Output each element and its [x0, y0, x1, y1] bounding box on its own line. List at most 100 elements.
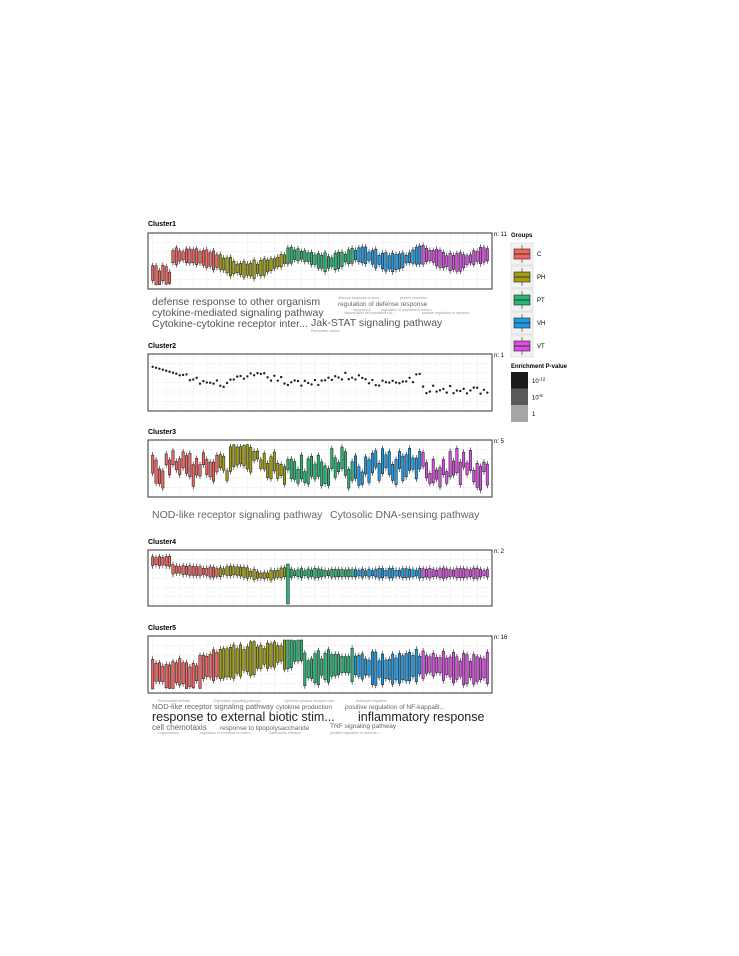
box: [205, 567, 209, 576]
pvalue-exponent: -6: [539, 393, 543, 398]
box: [485, 651, 489, 684]
n-label: n: 2: [494, 549, 505, 555]
box: [340, 446, 344, 469]
box: [472, 250, 476, 265]
box: [174, 247, 178, 265]
box: [154, 265, 158, 286]
go-term: Pancreatic cancer: [311, 329, 341, 333]
box: [455, 448, 459, 473]
box: [262, 258, 266, 276]
box: [414, 570, 418, 577]
data-point: [381, 379, 384, 382]
box: [401, 568, 405, 579]
legend-group-key: VT: [510, 334, 545, 358]
box: [306, 568, 310, 578]
box: [401, 655, 405, 681]
box: [360, 471, 364, 485]
data-point: [246, 375, 249, 378]
box: [313, 463, 317, 480]
box: [357, 466, 361, 486]
box-outlier: [286, 563, 290, 605]
box: [320, 255, 324, 269]
box: [276, 570, 280, 578]
box: [178, 566, 182, 574]
go-term: cytokine-mediated signaling pathway: [152, 307, 324, 319]
data-point: [371, 378, 374, 382]
data-point: [293, 379, 296, 382]
box: [168, 664, 172, 689]
box: [225, 648, 229, 678]
box: [256, 571, 259, 579]
box: [245, 646, 249, 673]
box: [479, 466, 483, 491]
box: [452, 652, 455, 684]
box: [249, 447, 253, 473]
box: [458, 461, 462, 485]
box: [256, 263, 259, 274]
box: [472, 567, 476, 579]
box: [232, 644, 236, 679]
box: [468, 450, 472, 471]
box: [391, 568, 395, 579]
box: [404, 653, 408, 682]
box: [367, 251, 371, 261]
box: [293, 640, 297, 662]
pvalue-swatch: [511, 372, 528, 389]
box: [455, 656, 459, 680]
box: [191, 663, 195, 689]
box: [458, 252, 462, 272]
data-point: [479, 392, 482, 395]
box: [259, 572, 263, 579]
box: [418, 655, 422, 675]
box: [222, 568, 226, 575]
data-point: [475, 386, 479, 389]
box: [316, 253, 320, 269]
data-point: [269, 379, 273, 382]
box: [347, 249, 351, 265]
box: [394, 254, 398, 270]
box: [438, 249, 442, 268]
data-point: [465, 392, 469, 395]
box: [350, 569, 354, 577]
box: [313, 254, 317, 265]
box: [397, 451, 401, 469]
box: [303, 471, 307, 483]
box: [458, 660, 462, 677]
box: [168, 555, 172, 567]
box: [303, 570, 307, 576]
data-point: [486, 391, 489, 394]
box: [296, 469, 300, 484]
box: [239, 263, 243, 275]
box: [171, 661, 175, 689]
box: [462, 451, 466, 468]
box: [151, 556, 155, 566]
box: [174, 461, 178, 471]
go-term: inflammatory response: [358, 710, 484, 724]
box: [228, 446, 232, 472]
box: [343, 656, 347, 673]
legend-group-label: VT: [537, 344, 545, 350]
box: [384, 454, 388, 469]
box: [198, 566, 202, 577]
box: [316, 650, 320, 686]
box: [421, 650, 425, 679]
box: [215, 568, 219, 577]
box: [462, 568, 466, 579]
box: [367, 459, 371, 483]
data-point: [296, 379, 300, 383]
box: [256, 646, 259, 669]
box: [381, 653, 384, 685]
box: [374, 569, 378, 578]
legend-pvalue-title: Enrichment P-value: [511, 364, 568, 370]
box: [354, 655, 357, 675]
data-point: [388, 381, 391, 384]
data-point: [445, 391, 448, 394]
box: [354, 569, 357, 578]
box: [310, 569, 314, 577]
box: [262, 453, 266, 470]
box: [269, 258, 273, 272]
box: [154, 557, 158, 565]
box: [286, 459, 290, 471]
box: [425, 462, 428, 479]
data-point: [219, 384, 222, 387]
